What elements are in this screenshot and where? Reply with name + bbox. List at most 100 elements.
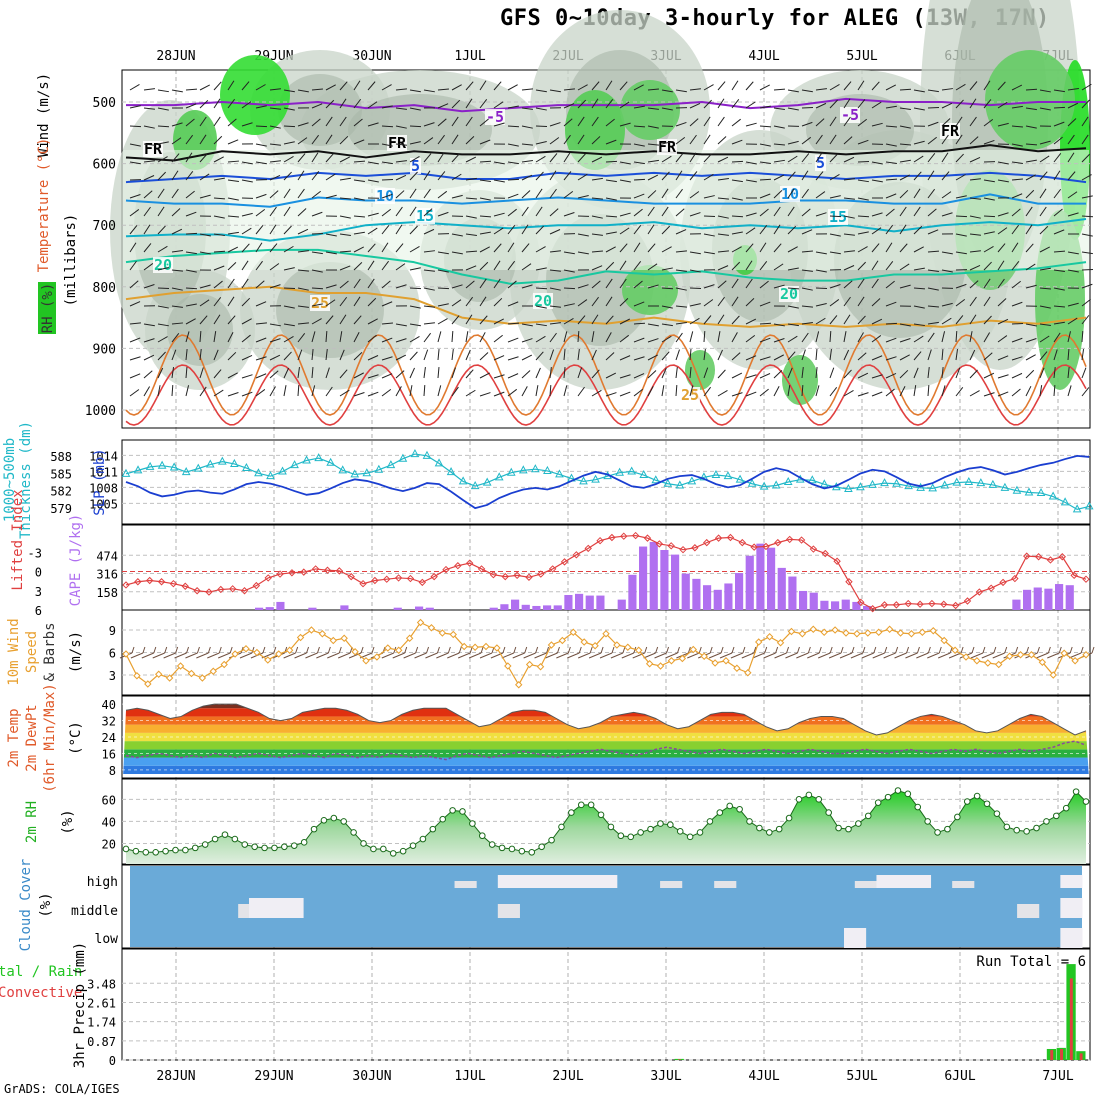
wind-barb — [857, 197, 869, 201]
cape-bar — [745, 555, 754, 610]
wind-barb — [325, 153, 334, 163]
wind-barb — [675, 188, 683, 199]
wind-speed-marker — [1071, 657, 1079, 665]
lifted-index-marker — [240, 587, 249, 595]
wind-barb — [857, 332, 864, 343]
wind-barb-feather — [338, 646, 342, 654]
thickness-marker — [639, 469, 649, 479]
wind-barb — [535, 305, 547, 309]
wind-barb — [381, 356, 393, 361]
wind-barb — [857, 179, 869, 183]
wind-barb — [997, 212, 1009, 217]
wind-barb — [801, 384, 804, 397]
wind-barb — [1039, 305, 1051, 309]
wind-barb — [563, 88, 575, 91]
wind-barb-feather — [556, 646, 560, 654]
wind-speed-marker — [853, 630, 861, 638]
wind-barb — [563, 171, 572, 181]
wind-barb — [619, 318, 631, 325]
wind-barb — [885, 337, 897, 343]
wind-barb-10m — [141, 652, 155, 659]
wind-barb — [339, 233, 351, 237]
rh-tick-label: 40 — [102, 815, 116, 829]
wind-barb-10m — [436, 652, 449, 659]
wind-barb — [843, 280, 853, 289]
wind-barb — [437, 331, 442, 343]
wind-barb — [437, 118, 447, 127]
wind-barb-feather — [698, 646, 702, 654]
wind-barb — [325, 99, 335, 109]
wind-barb — [465, 156, 477, 163]
wind-barb — [395, 190, 405, 199]
wind-barb — [955, 367, 961, 379]
thickness-marker — [157, 460, 167, 469]
wind-barb — [1039, 351, 1048, 361]
wind-barb — [339, 135, 349, 145]
wind-barb — [395, 370, 405, 379]
wind-barb — [717, 389, 728, 397]
wind-barb — [647, 125, 659, 129]
wind-barb — [731, 352, 741, 361]
wind-barb-feather — [1047, 646, 1051, 654]
wind-barb — [955, 99, 964, 109]
thickness-marker — [482, 477, 492, 486]
wind-barb — [717, 136, 727, 145]
wind-barb — [423, 322, 435, 325]
cape-bar — [756, 543, 765, 610]
wind-barb — [339, 116, 347, 127]
wind-barb — [941, 302, 953, 307]
thickness-marker — [1000, 482, 1010, 491]
wind-barb-feather — [1015, 646, 1019, 654]
wind-barb — [829, 99, 838, 109]
wind-speed-marker — [329, 636, 337, 645]
wind-barb — [675, 153, 684, 163]
wind-barb — [1067, 212, 1079, 217]
wind-speed-marker — [405, 634, 414, 642]
wind-speed-marker — [984, 659, 992, 667]
lifted-index-marker — [691, 544, 699, 552]
wind-barb — [787, 267, 799, 271]
wind-barb — [269, 370, 279, 379]
wind-barb — [591, 156, 603, 163]
wind-barb — [423, 228, 435, 235]
cloud-partial-middle — [238, 904, 250, 918]
wind-barb — [857, 278, 865, 289]
wind-barb — [815, 88, 827, 91]
wind-barb — [717, 250, 729, 253]
wind-barb — [675, 136, 686, 145]
wind-barb — [591, 265, 603, 271]
cloud-gap-high — [584, 875, 596, 888]
wind-barb — [787, 188, 795, 199]
wind-barb — [409, 323, 421, 327]
wind-barb — [297, 322, 309, 325]
wind-barb — [465, 233, 477, 236]
wind-barb — [787, 155, 798, 163]
wind-barb — [689, 251, 701, 255]
wind-barb — [829, 330, 832, 343]
wind-barb — [871, 227, 882, 235]
cape-bar — [1055, 584, 1064, 610]
wind-barb — [227, 246, 239, 253]
wind-barb — [577, 233, 589, 237]
wind-barb — [1011, 178, 1024, 181]
wind-barb — [843, 136, 853, 145]
wind-barb — [325, 315, 334, 325]
thickness-marker — [543, 465, 552, 474]
wind-barb — [605, 372, 617, 379]
wind-barb — [647, 284, 659, 289]
wind-barb — [899, 354, 910, 361]
contour-label-bg — [310, 295, 330, 311]
thickness-marker — [230, 458, 239, 467]
wind-barb — [1053, 170, 1061, 181]
wind-barb — [927, 208, 937, 217]
wind-barb — [325, 299, 336, 307]
wind-barb — [423, 269, 435, 272]
wind-barb — [283, 323, 295, 327]
wind-barb — [969, 314, 977, 325]
wind-barb — [1067, 191, 1078, 199]
bottom-date-label: 2JUL — [552, 1069, 583, 1084]
wind-barb — [199, 251, 211, 255]
wind-speed-marker — [831, 626, 839, 634]
rh-marker — [508, 845, 516, 853]
wind-barb — [1081, 349, 1085, 361]
